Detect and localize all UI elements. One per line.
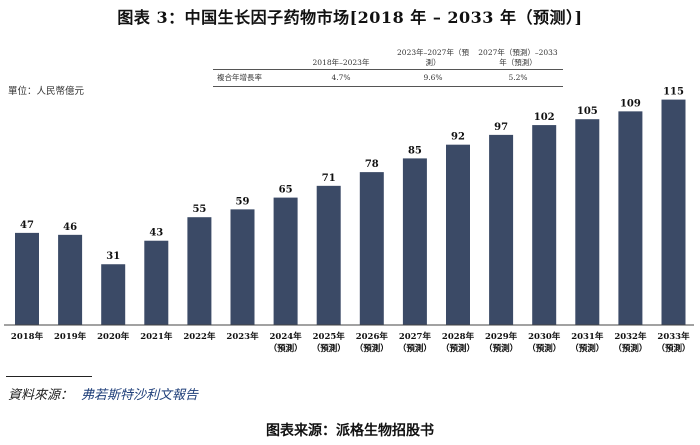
cagr-table: 2018年–2023年 2023年–2027年（預測） 2027年（預測）–20… [213, 47, 563, 87]
x-tick-label: （預測） [441, 343, 475, 354]
bar [316, 185, 341, 325]
data-label: 78 [365, 159, 379, 170]
data-label: 92 [451, 132, 465, 143]
source-publisher: 弗若斯特沙利文報告 [81, 388, 199, 403]
x-tick-label: （預測） [355, 343, 389, 354]
x-tick-label: 2021年 [140, 331, 173, 342]
source-note: 資料來源： 弗若斯特沙利文報告 [8, 384, 198, 403]
x-tick-label: （預測） [527, 343, 561, 354]
x-tick-label: （預測） [269, 343, 303, 354]
x-tick-label: 2032年 [614, 331, 647, 342]
x-tick-label: 2029年 [485, 331, 518, 342]
bar [618, 111, 643, 325]
cagr-value-period-3: 5.2% [473, 69, 563, 87]
x-tick-label: 2028年 [442, 331, 475, 342]
x-tick-label: （預測） [484, 343, 518, 354]
cagr-table-corner [213, 47, 289, 70]
x-tick-label: 2024年 [270, 331, 303, 342]
x-tick-label: （預測） [312, 343, 346, 354]
x-tick-label: 2018年 [11, 331, 44, 342]
x-tick-label: 2019年 [54, 331, 87, 342]
bar [402, 158, 427, 325]
figure-source-footer: 图表来源：派格生物招股书 [266, 423, 434, 439]
bar [144, 240, 169, 325]
data-label: 46 [63, 222, 77, 233]
bar [230, 209, 255, 325]
data-label: 71 [322, 173, 336, 184]
data-label: 115 [663, 87, 684, 98]
bar-chart: 47 2018年 46 2019年 31 2020年 43 2021年 55 2022年 59 202… [4, 87, 694, 354]
x-tick-label: 2033年 [657, 331, 690, 342]
data-label: 105 [577, 106, 598, 117]
x-tick-label: （預測） [613, 343, 647, 354]
data-label: 97 [494, 122, 508, 133]
data-label: 59 [236, 196, 250, 207]
unit-label: 單位：人民幣億元 [8, 86, 85, 97]
chart-title: 图表 3：中国生长因子药物市场[2018 年 – 2033 年（预测）] [117, 8, 583, 27]
bar [532, 125, 557, 325]
data-label: 102 [534, 112, 555, 123]
cagr-value-period-1: 4.7% [289, 69, 393, 87]
bar [15, 232, 39, 325]
bar [187, 217, 212, 325]
bar [58, 234, 83, 325]
data-label: 65 [279, 185, 293, 196]
x-tick-label: 2031年 [571, 331, 604, 342]
x-tick-label: （預測） [656, 343, 690, 354]
data-label: 109 [620, 98, 641, 109]
cagr-header-period-2: 2023年–2027年（預測） [393, 47, 473, 70]
bar [446, 144, 470, 325]
data-label: 47 [20, 220, 34, 231]
bar [359, 172, 384, 325]
x-tick-label: 2026年 [356, 331, 389, 342]
x-tick-label: 2025年 [313, 331, 346, 342]
source-divider [6, 376, 92, 377]
bar [661, 99, 686, 325]
cagr-value-period-2: 9.6% [393, 69, 473, 87]
data-label: 43 [149, 228, 163, 239]
data-label: 55 [192, 204, 206, 215]
x-tick-label: 2027年 [399, 331, 432, 342]
x-tick-label: （預測） [398, 343, 432, 354]
x-tick-label: 2020年 [97, 331, 130, 342]
x-tick-label: 2022年 [183, 331, 216, 342]
cagr-row-label: 複合年增長率 [213, 69, 289, 87]
bar [273, 197, 298, 325]
x-tick-label: 2030年 [528, 331, 561, 342]
bar [101, 264, 126, 325]
x-tick-label: （預測） [570, 343, 604, 354]
cagr-header-period-3: 2027年（預測）–2033年（預測） [473, 47, 563, 70]
x-tick-label: 2023年 [226, 331, 259, 342]
source-label: 資料來源： [8, 388, 74, 403]
data-label: 31 [106, 251, 120, 262]
cagr-header-period-1: 2018年–2023年 [289, 47, 393, 70]
bar [575, 119, 600, 325]
data-label: 85 [408, 145, 422, 156]
bar [489, 134, 514, 325]
